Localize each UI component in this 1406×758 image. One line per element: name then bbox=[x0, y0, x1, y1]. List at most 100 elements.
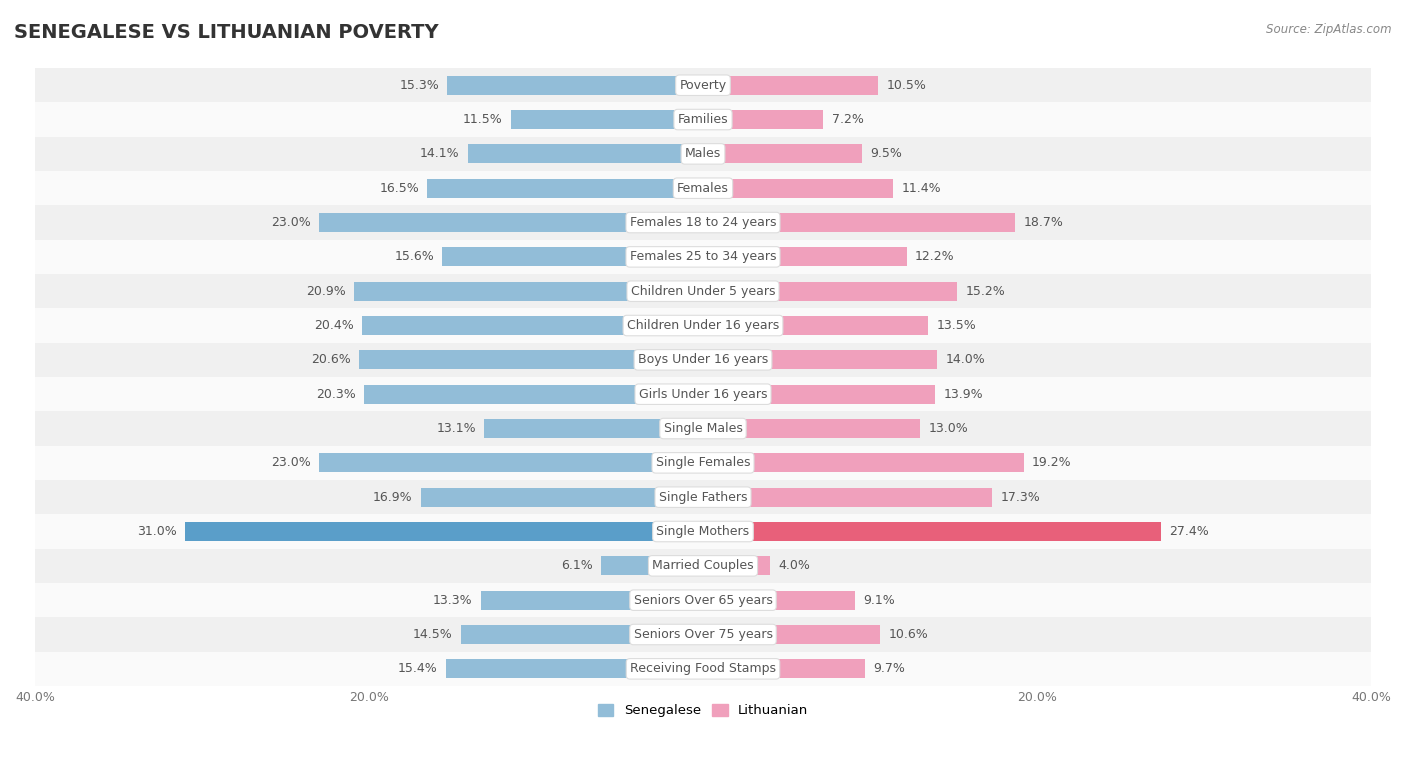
Text: 9.1%: 9.1% bbox=[863, 594, 896, 606]
Text: 20.9%: 20.9% bbox=[307, 285, 346, 298]
Text: SENEGALESE VS LITHUANIAN POVERTY: SENEGALESE VS LITHUANIAN POVERTY bbox=[14, 23, 439, 42]
Text: 10.5%: 10.5% bbox=[887, 79, 927, 92]
Bar bbox=[703, 316, 928, 335]
Bar bbox=[703, 145, 862, 163]
Bar bbox=[446, 659, 703, 678]
Text: Source: ZipAtlas.com: Source: ZipAtlas.com bbox=[1267, 23, 1392, 36]
Text: 18.7%: 18.7% bbox=[1024, 216, 1063, 229]
Legend: Senegalese, Lithuanian: Senegalese, Lithuanian bbox=[592, 699, 814, 722]
Bar bbox=[35, 68, 1371, 102]
Bar bbox=[35, 274, 1371, 309]
Bar bbox=[703, 350, 936, 369]
Bar bbox=[35, 617, 1371, 652]
Bar bbox=[35, 309, 1371, 343]
Text: 13.1%: 13.1% bbox=[436, 422, 475, 435]
Bar bbox=[461, 625, 703, 644]
Bar bbox=[602, 556, 703, 575]
Text: Single Males: Single Males bbox=[664, 422, 742, 435]
Text: Boys Under 16 years: Boys Under 16 years bbox=[638, 353, 768, 366]
Bar bbox=[703, 110, 824, 129]
Bar bbox=[703, 76, 879, 95]
Bar bbox=[364, 385, 703, 404]
Bar bbox=[703, 247, 907, 266]
Bar bbox=[703, 487, 993, 506]
Text: Females 25 to 34 years: Females 25 to 34 years bbox=[630, 250, 776, 263]
Bar bbox=[427, 179, 703, 198]
Text: Single Females: Single Females bbox=[655, 456, 751, 469]
Bar bbox=[354, 282, 703, 301]
Text: 7.2%: 7.2% bbox=[831, 113, 863, 126]
Text: Females 18 to 24 years: Females 18 to 24 years bbox=[630, 216, 776, 229]
Text: 15.4%: 15.4% bbox=[398, 662, 437, 675]
Text: 9.7%: 9.7% bbox=[873, 662, 905, 675]
Text: 4.0%: 4.0% bbox=[778, 559, 810, 572]
Bar bbox=[35, 171, 1371, 205]
Bar bbox=[35, 205, 1371, 240]
Bar bbox=[35, 136, 1371, 171]
Bar bbox=[35, 480, 1371, 515]
Text: 15.6%: 15.6% bbox=[394, 250, 434, 263]
Bar bbox=[703, 213, 1015, 232]
Bar bbox=[35, 446, 1371, 480]
Bar bbox=[35, 240, 1371, 274]
Text: 13.3%: 13.3% bbox=[433, 594, 472, 606]
Text: Seniors Over 65 years: Seniors Over 65 years bbox=[634, 594, 772, 606]
Text: 10.6%: 10.6% bbox=[889, 628, 928, 641]
Text: Receiving Food Stamps: Receiving Food Stamps bbox=[630, 662, 776, 675]
Text: Married Couples: Married Couples bbox=[652, 559, 754, 572]
Text: 31.0%: 31.0% bbox=[138, 525, 177, 538]
Bar bbox=[35, 102, 1371, 136]
Bar bbox=[35, 343, 1371, 377]
Bar bbox=[703, 419, 920, 438]
Bar bbox=[703, 453, 1024, 472]
Text: Children Under 5 years: Children Under 5 years bbox=[631, 285, 775, 298]
Bar bbox=[703, 522, 1160, 541]
Text: 9.5%: 9.5% bbox=[870, 147, 901, 161]
Bar bbox=[484, 419, 703, 438]
Text: Children Under 16 years: Children Under 16 years bbox=[627, 319, 779, 332]
Bar bbox=[359, 350, 703, 369]
Bar bbox=[703, 590, 855, 609]
Text: Seniors Over 75 years: Seniors Over 75 years bbox=[634, 628, 772, 641]
Text: Females: Females bbox=[678, 182, 728, 195]
Bar bbox=[703, 659, 865, 678]
Bar bbox=[703, 385, 935, 404]
Bar bbox=[35, 377, 1371, 412]
Bar bbox=[481, 590, 703, 609]
Bar bbox=[420, 487, 703, 506]
Bar bbox=[186, 522, 703, 541]
Text: 15.3%: 15.3% bbox=[399, 79, 439, 92]
Text: 13.9%: 13.9% bbox=[943, 387, 983, 401]
Text: 12.2%: 12.2% bbox=[915, 250, 955, 263]
Text: 14.1%: 14.1% bbox=[419, 147, 460, 161]
Text: 13.0%: 13.0% bbox=[928, 422, 969, 435]
Bar bbox=[35, 412, 1371, 446]
Bar bbox=[35, 583, 1371, 617]
Text: Single Mothers: Single Mothers bbox=[657, 525, 749, 538]
Bar bbox=[319, 453, 703, 472]
Bar bbox=[35, 515, 1371, 549]
Text: 15.2%: 15.2% bbox=[965, 285, 1005, 298]
Bar bbox=[703, 556, 770, 575]
Text: 17.3%: 17.3% bbox=[1000, 490, 1040, 503]
Text: 6.1%: 6.1% bbox=[561, 559, 593, 572]
Text: 27.4%: 27.4% bbox=[1168, 525, 1209, 538]
Text: 11.4%: 11.4% bbox=[901, 182, 942, 195]
Text: 20.4%: 20.4% bbox=[314, 319, 354, 332]
Bar bbox=[510, 110, 703, 129]
Bar bbox=[703, 179, 893, 198]
Text: 19.2%: 19.2% bbox=[1032, 456, 1071, 469]
Bar bbox=[468, 145, 703, 163]
Text: 13.5%: 13.5% bbox=[936, 319, 977, 332]
Text: Poverty: Poverty bbox=[679, 79, 727, 92]
Text: 11.5%: 11.5% bbox=[463, 113, 502, 126]
Text: 16.9%: 16.9% bbox=[373, 490, 412, 503]
Bar bbox=[447, 76, 703, 95]
Text: 23.0%: 23.0% bbox=[271, 456, 311, 469]
Bar bbox=[319, 213, 703, 232]
Bar bbox=[443, 247, 703, 266]
Text: 20.3%: 20.3% bbox=[316, 387, 356, 401]
Text: Families: Families bbox=[678, 113, 728, 126]
Bar bbox=[703, 625, 880, 644]
Text: 20.6%: 20.6% bbox=[311, 353, 350, 366]
